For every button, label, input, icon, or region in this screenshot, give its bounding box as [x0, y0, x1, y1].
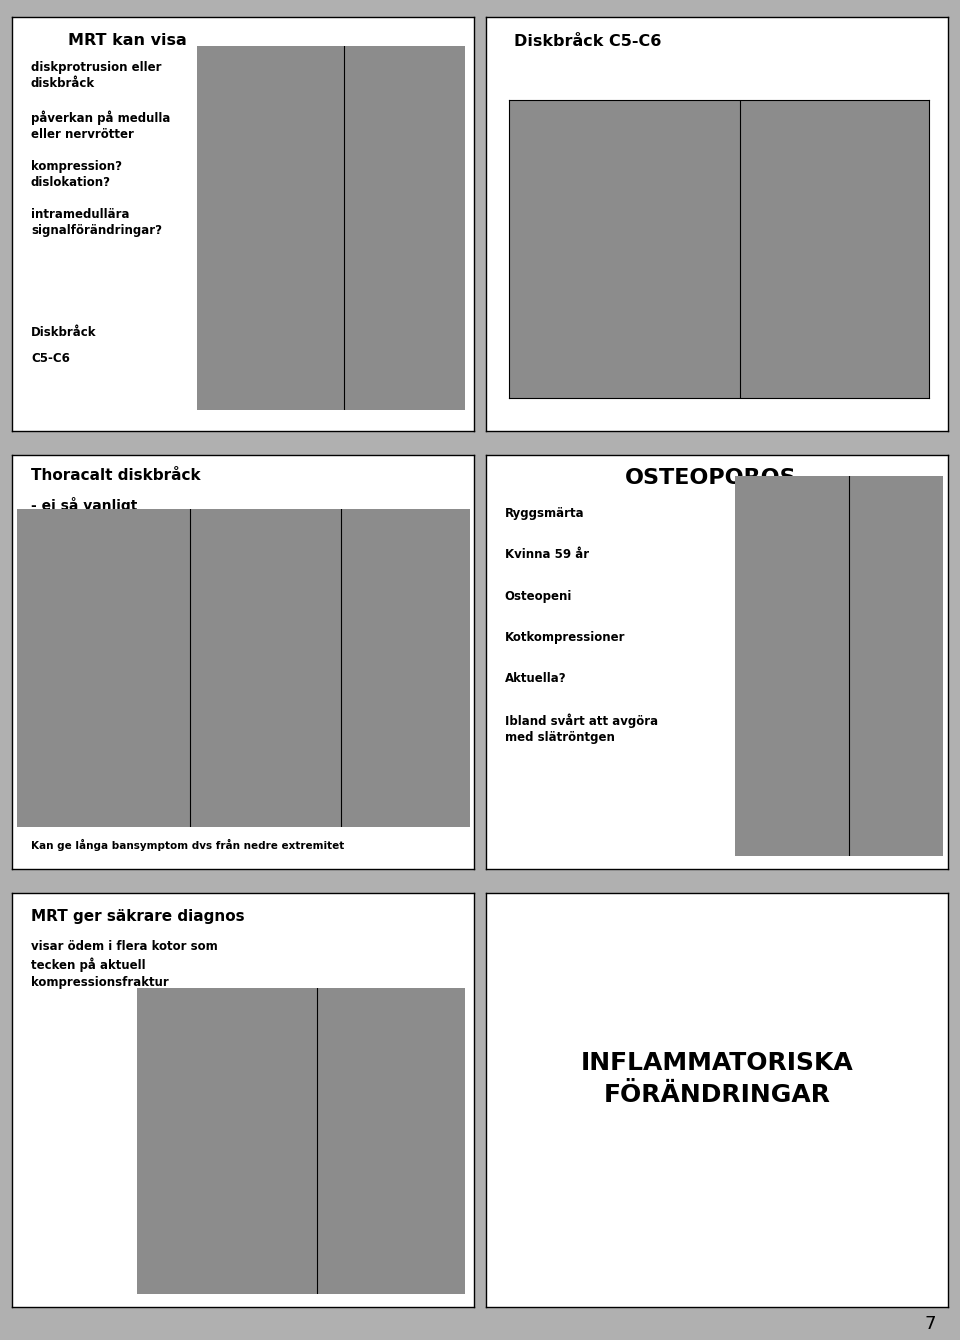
- Text: kompression?
dislokation?: kompression? dislokation?: [31, 159, 122, 189]
- Text: Thoracalt diskbråck: Thoracalt diskbråck: [31, 469, 201, 484]
- Text: INFLAMMATORISKA
FÖRÄNDRINGAR: INFLAMMATORISKA FÖRÄNDRINGAR: [581, 1051, 853, 1107]
- Text: påverkan på medulla
eller nervrötter: påverkan på medulla eller nervrötter: [31, 110, 170, 141]
- Text: Kan ge långa bansymptom dvs från nedre extremitet: Kan ge långa bansymptom dvs från nedre e…: [31, 839, 345, 851]
- Text: Diskbråck C5-C6: Diskbråck C5-C6: [514, 34, 661, 50]
- Text: OSTEOPOROS: OSTEOPOROS: [625, 469, 796, 488]
- Text: 7: 7: [924, 1316, 936, 1333]
- Text: Diskbråck: Diskbråck: [31, 326, 96, 339]
- Text: - ej så vanligt: - ej så vanligt: [31, 497, 137, 512]
- Text: Kotkompressioner: Kotkompressioner: [505, 631, 625, 645]
- Text: visar ödem i flera kotor som
tecken på aktuell
kompressionsfraktur: visar ödem i flera kotor som tecken på a…: [31, 941, 218, 989]
- Text: Aktuella?: Aktuella?: [505, 673, 566, 685]
- Text: Kvinna 59 år: Kvinna 59 år: [505, 548, 588, 561]
- Text: Osteopeni: Osteopeni: [505, 590, 572, 603]
- Text: intramedullära
signalförändringar?: intramedullära signalförändringar?: [31, 208, 162, 237]
- Text: MRT kan visa: MRT kan visa: [68, 32, 186, 48]
- Text: MRT ger säkrare diagnos: MRT ger säkrare diagnos: [31, 910, 245, 925]
- Text: Ibland svårt att avgöra
med slätröntgen: Ibland svårt att avgöra med slätröntgen: [505, 714, 658, 744]
- Text: Ryggsmärta: Ryggsmärta: [505, 507, 585, 520]
- Text: diskprotrusion eller
diskbråck: diskprotrusion eller diskbråck: [31, 60, 161, 90]
- Text: C5-C6: C5-C6: [31, 352, 70, 366]
